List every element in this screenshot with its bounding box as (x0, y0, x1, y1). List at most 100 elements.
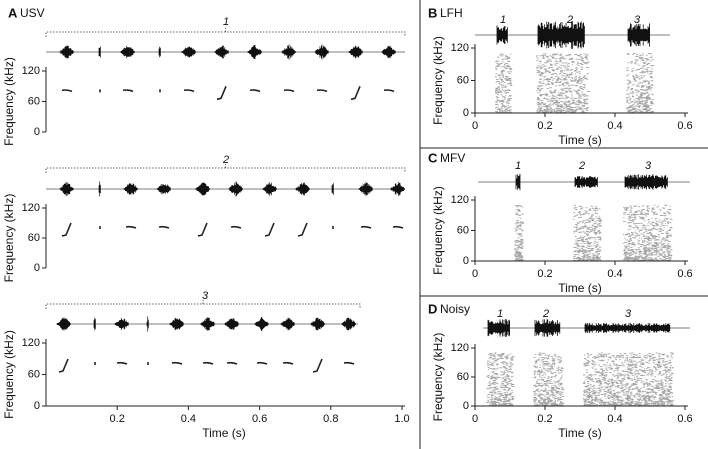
panel-title: MFV (440, 151, 465, 165)
waveform (123, 183, 138, 195)
syllable-trace (360, 225, 372, 229)
waveform (341, 317, 356, 331)
x-tick-label: 0.6 (677, 413, 692, 425)
y-tick-label: 0 (34, 126, 40, 138)
syllable-trace (61, 89, 73, 93)
waveform (114, 318, 129, 330)
waveform (181, 46, 196, 58)
spectrogram (573, 205, 602, 262)
waveform (228, 181, 243, 197)
syllable-trace (343, 361, 355, 365)
syllable-trace (216, 86, 227, 101)
panel-letter: C (428, 150, 438, 165)
x-tick-label: 0.4 (607, 413, 622, 425)
x-axis-label: Time (s) (558, 281, 602, 295)
waveform (348, 45, 363, 59)
waveform (59, 45, 74, 59)
waveform (281, 44, 296, 60)
y-tick-label: 0 (34, 262, 40, 274)
syllable-trace (312, 358, 323, 373)
y-tick-label: 120 (22, 65, 40, 77)
x-tick-label: 0.2 (537, 413, 552, 425)
spectrogram (514, 205, 525, 262)
spectrogram (486, 352, 515, 407)
spectrogram (583, 352, 675, 407)
y-axis-label: Frequency (kHz) (431, 36, 445, 125)
x-tick-label: 0.2 (110, 413, 125, 425)
call-label: 2 (542, 308, 549, 320)
syllable-trace (183, 89, 195, 93)
y-tick-label: 60 (457, 224, 469, 236)
syllable-trace (283, 89, 295, 93)
call-label: 1 (515, 160, 521, 172)
y-axis-label: Frequency (kHz) (431, 186, 445, 275)
syllable-trace (297, 222, 308, 237)
y-tick-label: 60 (28, 95, 40, 107)
syllable-trace (383, 89, 395, 93)
waveform (310, 317, 325, 331)
y-axis-label: Frequency (kHz) (431, 333, 445, 422)
panel-title: Noisy (440, 302, 470, 316)
syllable-trace (230, 225, 242, 229)
y-tick-label: 120 (451, 342, 469, 354)
syllable-trace (350, 86, 361, 101)
waveform (98, 46, 101, 58)
y-tick-label: 60 (28, 232, 40, 244)
spectrogram (495, 53, 513, 114)
x-tick-label: 0.8 (323, 413, 338, 425)
waveform (59, 181, 74, 197)
call-label: 2 (222, 154, 229, 166)
waveform (295, 182, 310, 196)
y-tick-label: 120 (451, 194, 469, 206)
x-tick-label: 0.2 (537, 268, 552, 280)
waveform (487, 319, 510, 337)
waveform (262, 182, 277, 196)
syllable-trace (158, 225, 170, 229)
syllable-trace (249, 89, 261, 93)
call-bracket (45, 28, 406, 37)
x-tick-label: 1.0 (394, 413, 409, 425)
waveform (156, 183, 171, 195)
call-bracket (45, 300, 361, 309)
y-tick-label: 0 (463, 255, 469, 267)
waveform (496, 25, 508, 45)
waveform (534, 319, 561, 337)
waveform (627, 23, 650, 47)
x-tick-label: 0.4 (181, 413, 196, 425)
waveform (200, 317, 215, 331)
waveform (314, 44, 329, 60)
panel-letter: A (8, 5, 18, 20)
syllable-trace (264, 222, 275, 237)
y-tick-label: 0 (34, 400, 40, 412)
x-tick-label: 0 (472, 413, 478, 425)
syllable-trace (197, 222, 208, 237)
panel-letter: D (428, 301, 437, 316)
waveform (515, 173, 521, 191)
syllable-trace (392, 225, 404, 229)
syllable-trace (125, 225, 137, 229)
x-tick-label: 0.6 (252, 413, 267, 425)
y-tick-label: 120 (22, 202, 40, 214)
call-label: 2 (578, 160, 585, 172)
waveform (624, 174, 668, 190)
y-tick-label: 120 (451, 42, 469, 54)
waveform (358, 181, 373, 197)
waveform (195, 182, 210, 196)
call-label: 1 (223, 16, 229, 28)
call-bracket (45, 164, 406, 173)
syllable-trace (116, 361, 128, 365)
y-tick-label: 60 (457, 74, 469, 86)
waveform (214, 45, 229, 59)
waveform (574, 176, 598, 188)
x-tick-label: 0.6 (677, 268, 692, 280)
spectrogram (626, 52, 655, 114)
spectrogram (623, 204, 673, 262)
spectrogram (533, 352, 565, 407)
y-tick-label: 60 (457, 371, 469, 383)
waveform (98, 181, 101, 197)
spectrogram (536, 53, 590, 114)
x-axis-label: Time (s) (558, 133, 602, 147)
call-label: 3 (625, 308, 632, 320)
waveform (146, 316, 149, 332)
syllable-trace (226, 361, 238, 365)
